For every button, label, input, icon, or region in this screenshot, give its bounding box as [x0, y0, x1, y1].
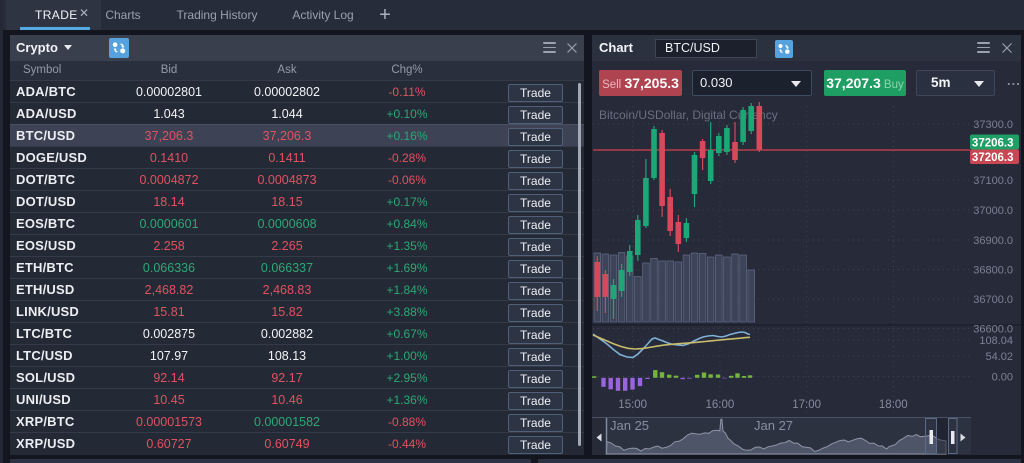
svg-text:37206.3: 37206.3 — [972, 138, 1014, 150]
svg-text:18:00: 18:00 — [879, 399, 908, 411]
svg-text:37300.0: 37300.0 — [973, 119, 1013, 131]
svg-text:36900.0: 36900.0 — [973, 235, 1013, 247]
svg-text:17:00: 17:00 — [792, 399, 821, 411]
svg-text:36700.0: 36700.0 — [973, 294, 1013, 306]
svg-text:Jan 27: Jan 27 — [754, 418, 793, 433]
svg-text:37100.0: 37100.0 — [973, 175, 1013, 187]
svg-text:Jan 25: Jan 25 — [610, 418, 649, 433]
svg-text:37000.0: 37000.0 — [973, 205, 1013, 217]
svg-text:15:00: 15:00 — [618, 399, 647, 411]
svg-text:54.02: 54.02 — [985, 351, 1013, 363]
svg-text:0.00: 0.00 — [992, 372, 1013, 384]
svg-text:Bitcoin/USDollar, Digital Curr: Bitcoin/USDollar, Digital Currency — [599, 108, 778, 122]
svg-text:16:00: 16:00 — [706, 399, 735, 411]
svg-text:36800.0: 36800.0 — [973, 265, 1013, 277]
svg-text:37206.3: 37206.3 — [972, 152, 1014, 164]
svg-text:36600.0: 36600.0 — [973, 324, 1013, 336]
svg-text:108.04: 108.04 — [979, 335, 1013, 347]
